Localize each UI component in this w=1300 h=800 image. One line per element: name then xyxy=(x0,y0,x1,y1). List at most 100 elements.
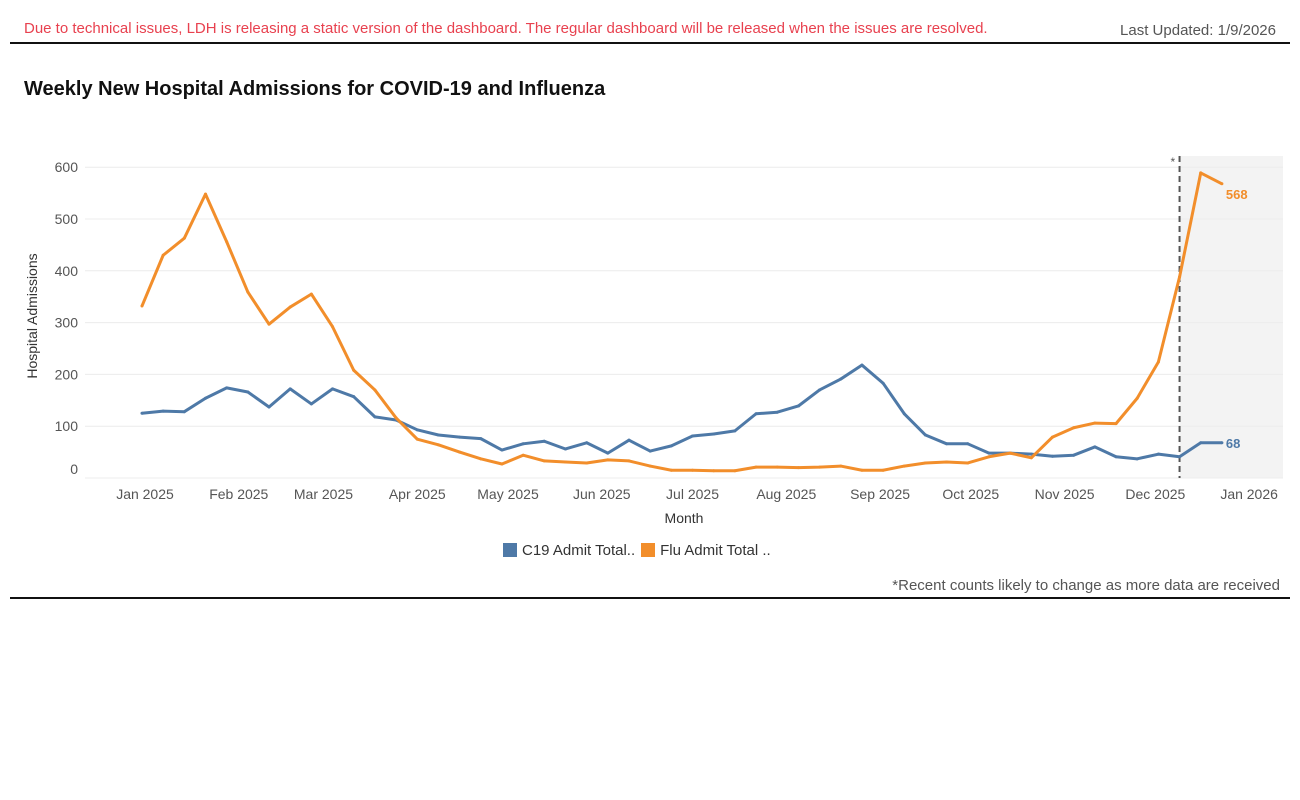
flu-data-point xyxy=(436,443,440,447)
flu-data-point xyxy=(796,466,800,470)
flu-data-point xyxy=(182,236,186,240)
x-tick-label: Sep 2025 xyxy=(850,486,910,502)
last-updated: Last Updated: 1/9/2026 xyxy=(1120,22,1276,39)
y-tick-label: 100 xyxy=(55,418,79,434)
x-tick-label: Aug 2025 xyxy=(756,486,816,502)
static-dashboard-notice: Due to technical issues, LDH is releasin… xyxy=(24,20,988,37)
c19-data-point xyxy=(987,451,991,455)
y-tick-label: 0 xyxy=(70,461,78,477)
flu-data-point xyxy=(204,192,207,196)
flu-data-point xyxy=(1051,435,1054,439)
c19-data-point xyxy=(1093,445,1097,449)
x-tick-label: Mar 2025 xyxy=(294,486,353,502)
flu-data-point xyxy=(585,461,589,465)
x-tick-label: Oct 2025 xyxy=(942,486,999,502)
flu-data-point xyxy=(1135,396,1139,400)
c19-data-point xyxy=(585,441,589,445)
c19-data-point xyxy=(881,381,885,385)
flu-data-point xyxy=(458,450,462,454)
flu-data-point xyxy=(500,462,504,466)
c19-data-point xyxy=(796,404,800,408)
flu-data-point xyxy=(1199,171,1203,175)
c19-data-point xyxy=(712,432,716,436)
x-tick-label: Dec 2025 xyxy=(1125,486,1185,502)
recent-marker-asterisk: * xyxy=(1171,155,1176,169)
c19-data-point xyxy=(309,402,313,406)
flu-data-point xyxy=(542,459,546,463)
flu-data-point xyxy=(161,253,165,257)
c19-data-point xyxy=(542,439,546,443)
flu-data-point xyxy=(1220,182,1224,186)
flu-data-point xyxy=(225,240,229,244)
c19-data-point xyxy=(648,449,652,453)
c19-data-point xyxy=(1156,452,1160,456)
bottom-divider xyxy=(10,597,1290,599)
c19-data-point xyxy=(754,412,758,416)
c19-data-point xyxy=(1135,457,1139,461)
y-tick-label: 500 xyxy=(55,211,79,227)
x-tick-label: Feb 2025 xyxy=(209,486,268,502)
x-tick-label: Jan 2025 xyxy=(116,486,174,502)
flu-data-point xyxy=(373,388,377,392)
c19-data-point xyxy=(1199,441,1203,445)
flu-data-point xyxy=(606,458,610,462)
flu-data-point xyxy=(966,461,970,465)
c19-data-point xyxy=(733,429,737,433)
c19-data-point xyxy=(627,438,631,442)
c19-data-point xyxy=(839,377,843,381)
flu-swatch xyxy=(641,543,656,557)
y-axis-label: Hospital Admissions xyxy=(24,253,40,378)
flu-data-point xyxy=(563,460,567,464)
c19-data-point xyxy=(606,451,610,455)
flu-data-point xyxy=(1093,421,1097,425)
c19-data-point xyxy=(691,434,695,438)
chart-title: Weekly New Hospital Admissions for COVID… xyxy=(24,78,606,100)
x-axis-label: Month xyxy=(665,510,704,526)
flu-end-label: 568 xyxy=(1226,187,1248,202)
c19-series-line xyxy=(141,363,1222,461)
c19-data-point xyxy=(267,405,271,409)
c19-data-point xyxy=(945,442,949,446)
c19-data-point xyxy=(288,387,292,391)
flu-data-point xyxy=(1178,275,1182,279)
flu-data-point xyxy=(1072,426,1076,430)
c19-swatch xyxy=(503,543,517,557)
y-tick-label: 400 xyxy=(55,263,79,279)
c19-data-point xyxy=(161,409,165,413)
flu-data-point xyxy=(331,325,335,329)
flu-data-point xyxy=(754,465,758,469)
c19-data-point xyxy=(225,386,229,390)
x-tick-label: Jul 2025 xyxy=(666,486,719,502)
c19-data-point xyxy=(902,412,906,416)
flu-data-point xyxy=(987,455,991,459)
c19-data-point xyxy=(1220,441,1224,445)
legend-label-flu: Flu Admit Total .. xyxy=(660,542,771,559)
recent-data-shade xyxy=(1179,156,1283,478)
c19-data-point xyxy=(563,447,567,451)
flu-data-point xyxy=(140,304,144,308)
flu-data-point xyxy=(1156,360,1160,364)
flu-data-point xyxy=(945,460,949,464)
legend-item-flu[interactable]: Flu Admit Total .. xyxy=(641,542,771,559)
c19-data-point xyxy=(373,415,377,419)
flu-data-point xyxy=(394,416,398,420)
x-tick-label: Apr 2025 xyxy=(389,486,446,502)
c19-data-point xyxy=(415,428,419,432)
c19-data-point xyxy=(140,411,144,415)
flu-data-point xyxy=(860,468,864,472)
legend-item-c19[interactable]: C19 Admit Total.. xyxy=(503,542,635,559)
flu-data-point xyxy=(479,457,483,461)
flu-data-point xyxy=(288,305,292,309)
flu-data-point xyxy=(648,464,652,468)
flu-data-point xyxy=(267,322,271,326)
flu-data-point xyxy=(352,368,356,372)
flu-data-point xyxy=(1008,451,1012,455)
c19-data-point xyxy=(1178,455,1182,459)
c19-end-label: 68 xyxy=(1226,436,1240,451)
legend: C19 Admit Total.. Flu Admit Total .. xyxy=(503,542,771,559)
c19-data-point xyxy=(204,396,207,400)
c19-data-point xyxy=(331,387,335,391)
c19-data-point xyxy=(923,433,927,437)
c19-data-point xyxy=(818,388,822,392)
top-divider xyxy=(10,42,1290,44)
